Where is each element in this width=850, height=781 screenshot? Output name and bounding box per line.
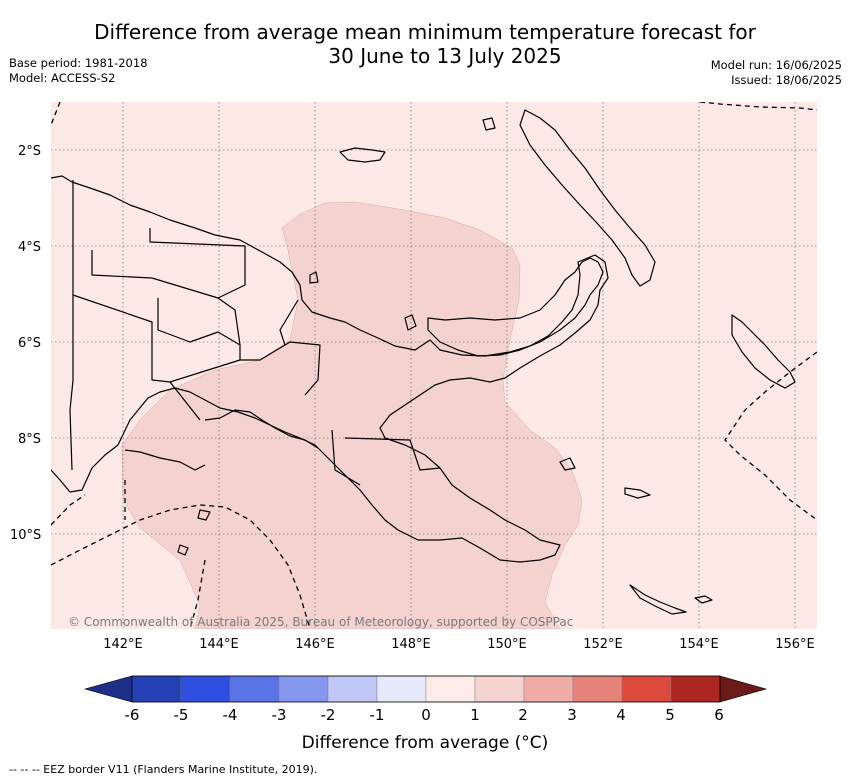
colorbar-bin bbox=[376, 675, 427, 703]
colorbar-bin bbox=[621, 675, 672, 703]
colorbar-tick: 6 bbox=[714, 706, 724, 724]
base-period: Base period: 1981-2018 bbox=[9, 56, 148, 70]
colorbar-bin bbox=[572, 675, 623, 703]
colorbar-extend-low bbox=[83, 675, 133, 703]
longitude-labels: 142°E 144°E 146°E 148°E 150°E 152°E 154°… bbox=[103, 637, 815, 652]
colorbar-bin bbox=[278, 675, 329, 703]
colorbar-tick: -5 bbox=[174, 706, 189, 724]
colorbar-tick: -4 bbox=[223, 706, 238, 724]
model-name: Model: ACCESS-S2 bbox=[9, 71, 116, 85]
lon-label: 142°E bbox=[103, 637, 143, 652]
title-line-2: 30 June to 13 July 2025 bbox=[328, 44, 562, 68]
new-britain-coastline bbox=[427, 257, 604, 357]
credit-text: © Commonwealth of Australia 2025, Bureau… bbox=[68, 615, 573, 629]
chart-title: Difference from average mean minimum tem… bbox=[0, 20, 850, 68]
title-line-1: Difference from average mean minimum tem… bbox=[94, 20, 756, 44]
issued-date: Issued: 18/06/2025 bbox=[731, 73, 842, 87]
colorbar-title: Difference from average (°C) bbox=[301, 733, 549, 753]
lon-label: 152°E bbox=[583, 637, 623, 652]
meta-left: Base period: 1981-2018 Model: ACCESS-S2 bbox=[9, 56, 148, 86]
lat-label: 4°S bbox=[18, 240, 41, 255]
lat-label: 2°S bbox=[18, 144, 41, 159]
eez-footnote: -- -- -- EEZ border V11 (Flanders Marine… bbox=[9, 763, 318, 776]
lon-label: 148°E bbox=[391, 637, 431, 652]
colorbar-bin bbox=[180, 675, 231, 703]
lat-label: 8°S bbox=[18, 432, 41, 447]
lat-label: 10°S bbox=[10, 528, 41, 543]
lon-label: 154°E bbox=[679, 637, 719, 652]
colorbar-bin bbox=[425, 675, 476, 703]
meta-right: Model run: 16/06/2025 Issued: 18/06/2025 bbox=[711, 58, 842, 88]
colorbar-tick: 3 bbox=[567, 706, 577, 724]
colorbar bbox=[83, 675, 768, 703]
latitude-labels: 2°S 4°S 6°S 8°S 10°S bbox=[10, 144, 41, 543]
lon-label: 146°E bbox=[295, 637, 335, 652]
colorbar-tick: -6 bbox=[125, 706, 140, 724]
lat-label: 6°S bbox=[18, 336, 41, 351]
colorbar-tick: -2 bbox=[321, 706, 336, 724]
colorbar-tick: 2 bbox=[518, 706, 528, 724]
coastlines bbox=[51, 109, 796, 615]
colorbar-bin bbox=[131, 675, 182, 703]
colorbar-tick: 4 bbox=[616, 706, 626, 724]
colorbar-bin bbox=[327, 675, 378, 703]
colorbar-bin bbox=[474, 675, 525, 703]
lon-label: 144°E bbox=[199, 637, 239, 652]
new-ireland-coastline bbox=[519, 109, 656, 287]
colorbar-outline bbox=[131, 675, 721, 703]
lon-label: 156°E bbox=[775, 637, 815, 652]
colorbar-tick: 1 bbox=[470, 706, 480, 724]
lon-label: 150°E bbox=[487, 637, 527, 652]
model-run: Model run: 16/06/2025 bbox=[710, 58, 842, 72]
colorbar-tick: -3 bbox=[272, 706, 287, 724]
colorbar-tick: 5 bbox=[665, 706, 675, 724]
colorbar-tick: 0 bbox=[421, 706, 431, 724]
colorbar-tick: -1 bbox=[370, 706, 385, 724]
colorbar-extend-high bbox=[719, 675, 768, 703]
eez-borders bbox=[51, 102, 817, 629]
colorbar-bin bbox=[229, 675, 280, 703]
anomaly-region-1-2 bbox=[121, 201, 583, 629]
colorbar-ticks: -6 -5 -4 -3 -2 -1 0 1 2 3 4 5 6 bbox=[125, 706, 724, 724]
colorbar-bin bbox=[670, 675, 721, 703]
colorbar-bin bbox=[523, 675, 574, 703]
